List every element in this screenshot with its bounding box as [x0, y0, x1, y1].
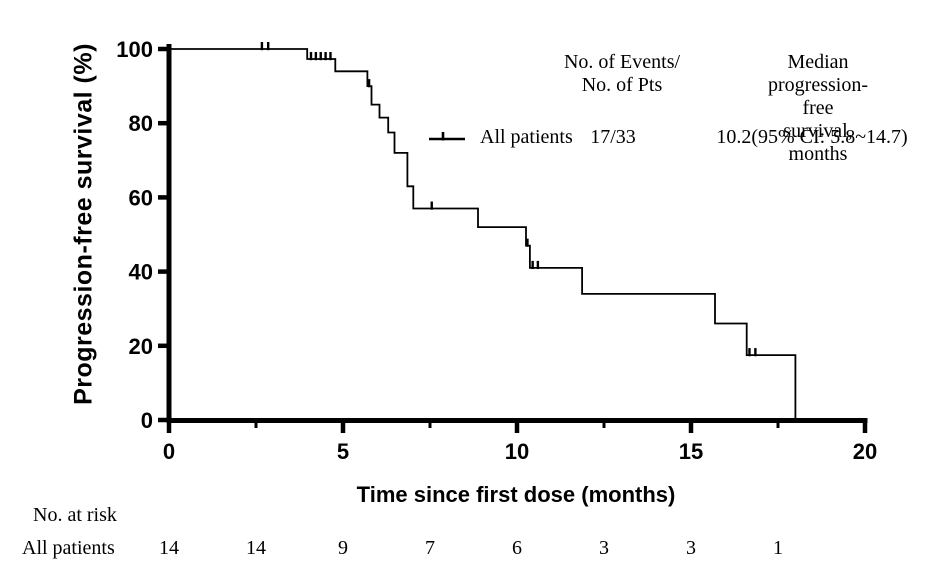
risk-count: 14	[159, 537, 179, 559]
y-axis-title: Progression-free survival (%)	[69, 43, 98, 405]
x-tick-label: 15	[679, 439, 703, 464]
y-tick-label: 40	[129, 260, 153, 285]
y-tick-label: 0	[141, 408, 153, 433]
y-tick-label: 60	[129, 185, 153, 210]
y-tick-label: 20	[129, 334, 153, 359]
x-axis-title: Time since first dose (months)	[356, 482, 676, 507]
risk-count: 14	[246, 537, 266, 559]
y-tick-label: 80	[129, 111, 153, 136]
risk-count: 3	[599, 537, 609, 559]
legend-header-events: No. of Events/ No. of Pts	[563, 51, 681, 96]
x-tick-label: 20	[853, 439, 877, 464]
km-curve	[169, 48, 797, 420]
legend-header-median: Median progression-free survival, months	[768, 51, 868, 165]
risk-count: 9	[338, 537, 348, 559]
risk-count: 1	[773, 537, 783, 559]
x-tick-label: 10	[505, 439, 529, 464]
legend-median-value: 10.2(95% CI: 5.8~14.7)	[716, 126, 908, 148]
risk-count: 7	[425, 537, 435, 559]
risk-row-label: All patients	[22, 537, 115, 559]
risk-count: 3	[686, 537, 696, 559]
risk-count: 6	[512, 537, 522, 559]
series-line-symbol	[429, 132, 465, 141]
legend-events-value: 17/33	[590, 126, 636, 148]
y-tick-label: 100	[116, 37, 153, 62]
x-tick-label: 5	[337, 439, 349, 464]
legend-series-label: All patients	[480, 126, 573, 148]
risk-table-title: No. at risk	[33, 504, 117, 526]
x-tick-label: 0	[163, 439, 175, 464]
